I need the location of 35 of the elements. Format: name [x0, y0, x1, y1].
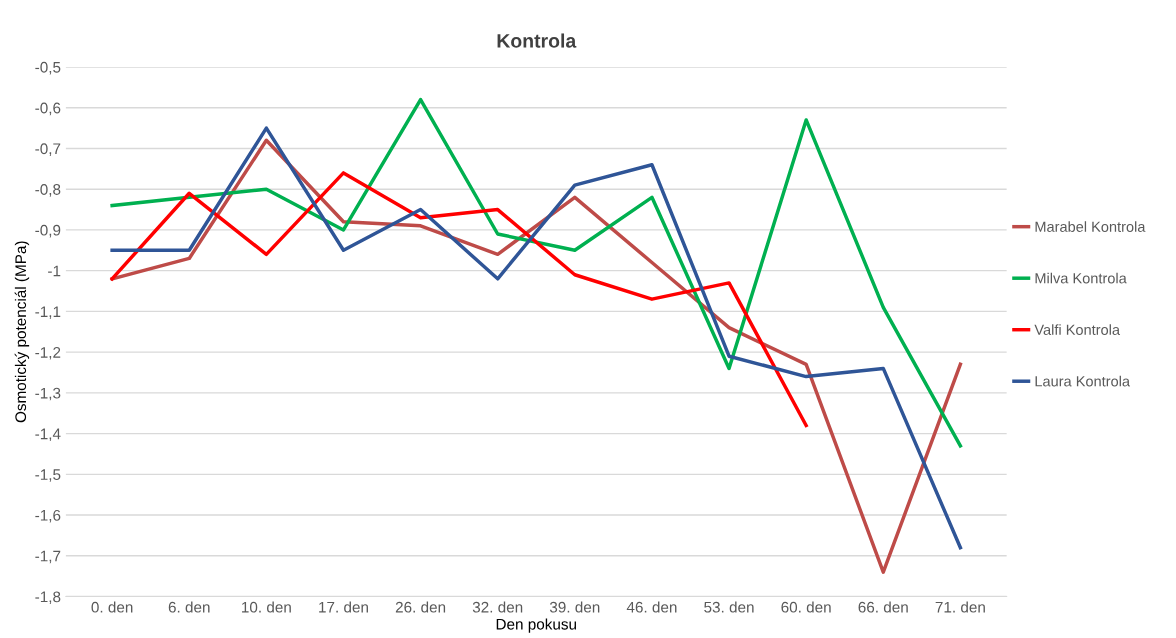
x-tick-label: 10. den: [242, 601, 291, 613]
y-tick-label: -0,6: [35, 102, 61, 116]
x-tick-label: 53. den: [704, 601, 754, 613]
y-tick-label: -0,8: [35, 184, 61, 197]
x-tick-label: 17. den: [319, 601, 368, 613]
y-tick-label: -1,7: [35, 550, 61, 564]
y-tick-label: -1,4: [35, 428, 61, 442]
y-tick-label: -1,6: [35, 509, 61, 523]
y-tick-label: -1,5: [35, 469, 61, 482]
x-axis-title: Den pokusu: [496, 618, 577, 633]
chart-title: Kontrola: [497, 33, 577, 48]
x-tick-label: 71. den: [935, 601, 985, 613]
legend-label: Valfi Kontrola: [1034, 324, 1121, 335]
x-tick-label: 0. den: [91, 601, 133, 613]
legend-label: Milva Kontrola: [1035, 272, 1127, 284]
line-series: [110, 171, 808, 428]
x-tick-label: 26. den: [395, 601, 446, 613]
y-tick-label: -1,2: [35, 346, 61, 360]
y-tick-label: -0,9: [35, 224, 61, 238]
y-tick-label: -1: [48, 265, 61, 277]
x-tick-label: 46. den: [626, 601, 677, 613]
x-tick-label: 60. den: [781, 601, 831, 613]
y-axis-title: Osmotický potenciál (MPa): [14, 241, 30, 423]
y-tick-label: -1,8: [35, 591, 61, 605]
y-tick-label: -1,1: [35, 306, 61, 319]
x-tick-label: 32. den: [472, 601, 523, 613]
y-tick-label: -0,7: [35, 143, 61, 156]
legend-label: Laura Kontrola: [1035, 375, 1131, 387]
y-tick-label: -0,5: [35, 61, 61, 75]
legend-label: Marabel Kontrola: [1035, 221, 1146, 232]
x-tick-label: 39. den: [549, 601, 600, 613]
line-series: [110, 97, 963, 448]
y-tick-label: -1,3: [35, 387, 61, 401]
x-tick-label: 66. den: [858, 601, 908, 613]
x-tick-label: 6. den: [168, 601, 210, 613]
